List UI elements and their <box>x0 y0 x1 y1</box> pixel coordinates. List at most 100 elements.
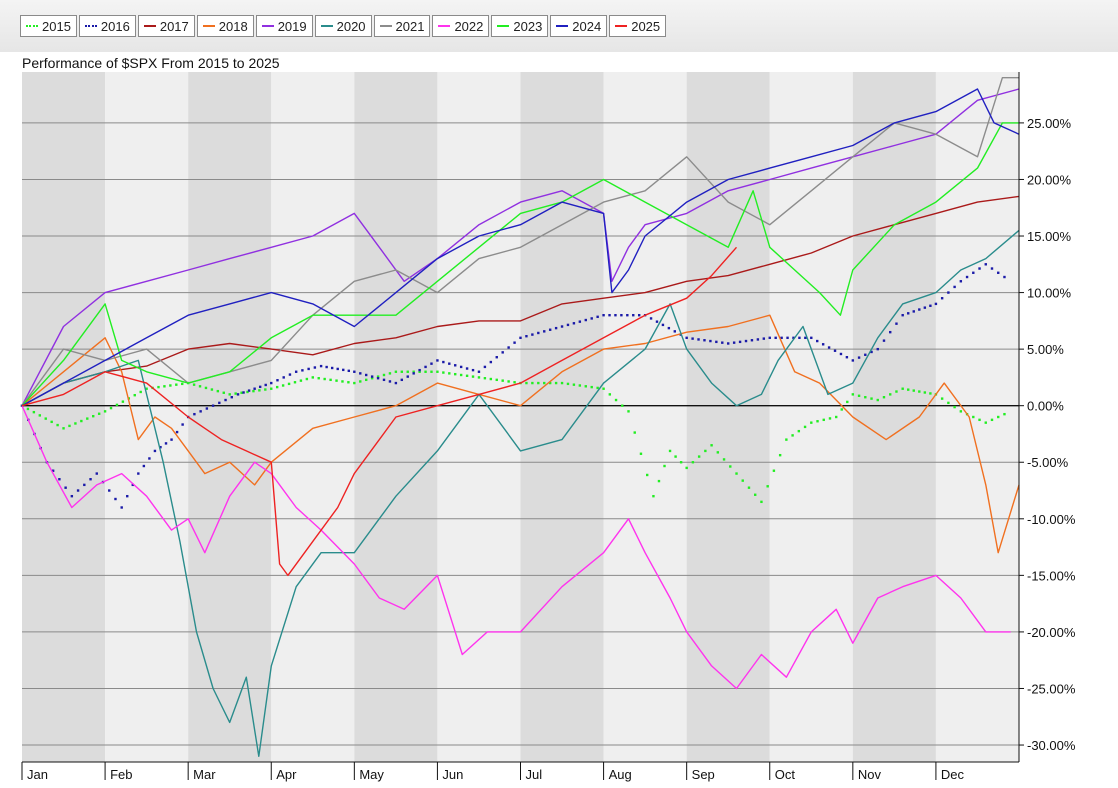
data-point <box>76 489 80 492</box>
legend-item-2015[interactable]: 2015 <box>20 15 77 37</box>
data-point <box>246 390 249 394</box>
data-point <box>560 325 564 328</box>
legend-item-2022[interactable]: 2022 <box>432 15 490 37</box>
x-tick-label: Feb <box>110 767 132 782</box>
data-point <box>827 346 831 349</box>
legend-swatch <box>556 25 569 27</box>
data-point <box>323 377 326 381</box>
data-point <box>768 336 771 340</box>
legend-item-2023[interactable]: 2023 <box>491 15 549 37</box>
data-point <box>649 317 653 320</box>
data-point <box>477 370 481 373</box>
y-tick-label: 15.00% <box>1027 229 1072 244</box>
data-point <box>465 374 469 377</box>
legend-label: 2015 <box>42 18 71 34</box>
data-point <box>483 365 487 369</box>
data-point <box>870 350 873 354</box>
series-line <box>21 122 1019 407</box>
x-tick-label: Sep <box>692 767 715 782</box>
data-point <box>137 472 140 475</box>
legend-item-2024[interactable]: 2024 <box>550 15 608 37</box>
data-point <box>972 271 975 274</box>
series-2022 <box>21 405 1011 690</box>
legend-item-2017[interactable]: 2017 <box>137 15 195 37</box>
data-point <box>870 397 873 400</box>
data-point <box>882 396 886 399</box>
data-point <box>747 486 751 489</box>
legend-item-2020[interactable]: 2020 <box>314 15 372 37</box>
data-point <box>448 372 451 375</box>
data-point <box>918 308 921 311</box>
legend-swatch <box>320 25 333 27</box>
data-point <box>602 387 605 390</box>
series-line <box>21 405 1011 690</box>
data-point <box>240 391 243 394</box>
data-point <box>663 464 666 468</box>
data-point <box>51 469 55 472</box>
data-point <box>531 381 534 385</box>
data-point <box>639 452 643 455</box>
data-point <box>572 383 576 386</box>
data-point <box>210 388 214 391</box>
data-point <box>252 389 255 393</box>
data-point <box>929 304 932 307</box>
data-point <box>738 340 742 344</box>
data-point <box>997 415 1000 419</box>
legend-item-2016[interactable]: 2016 <box>78 15 136 37</box>
data-point <box>918 390 921 393</box>
data-point <box>412 370 415 373</box>
x-tick-label: Aug <box>609 767 632 782</box>
data-point <box>744 339 748 343</box>
data-point <box>940 397 944 400</box>
data-point <box>175 430 179 434</box>
data-point <box>412 372 415 375</box>
data-point <box>978 418 981 422</box>
legend-label: 2017 <box>159 18 189 34</box>
data-point <box>58 478 61 481</box>
data-point <box>709 339 712 343</box>
data-point <box>578 384 582 387</box>
data-point <box>997 271 1000 274</box>
data-point <box>459 365 463 369</box>
month-band <box>603 72 687 762</box>
legend-item-2018[interactable]: 2018 <box>196 15 254 37</box>
series-2025 <box>21 246 738 577</box>
data-point <box>632 313 635 317</box>
data-point <box>774 336 777 340</box>
data-point <box>584 385 587 388</box>
data-point <box>953 405 956 409</box>
data-point <box>103 410 107 413</box>
data-point <box>199 410 202 413</box>
data-point <box>821 343 825 346</box>
data-point <box>895 390 898 393</box>
legend-item-2019[interactable]: 2019 <box>255 15 313 37</box>
data-point <box>454 372 457 376</box>
data-point <box>531 333 534 336</box>
data-point <box>153 449 157 453</box>
data-point <box>157 385 160 389</box>
legend-item-2021[interactable]: 2021 <box>373 15 431 37</box>
y-tick-label: -25.00% <box>1027 681 1076 696</box>
data-point <box>388 372 392 375</box>
month-band <box>22 72 106 762</box>
y-tick-label: 10.00% <box>1027 286 1072 301</box>
data-point <box>778 453 782 457</box>
data-point <box>876 398 879 402</box>
data-point <box>727 342 730 345</box>
legend-swatch <box>615 25 628 27</box>
data-point <box>929 392 932 395</box>
data-point <box>889 393 892 396</box>
series-2023 <box>21 122 1019 407</box>
data-point <box>851 393 855 396</box>
data-point <box>810 336 813 340</box>
month-band <box>935 72 1019 762</box>
data-point <box>657 479 661 483</box>
data-point <box>833 349 837 352</box>
data-point <box>762 337 766 340</box>
data-point <box>95 472 98 475</box>
x-tick-label: Jun <box>442 767 463 782</box>
data-point <box>406 375 409 378</box>
data-point <box>319 364 323 368</box>
legend-label: 2020 <box>336 18 366 34</box>
legend-item-2025[interactable]: 2025 <box>609 15 667 37</box>
